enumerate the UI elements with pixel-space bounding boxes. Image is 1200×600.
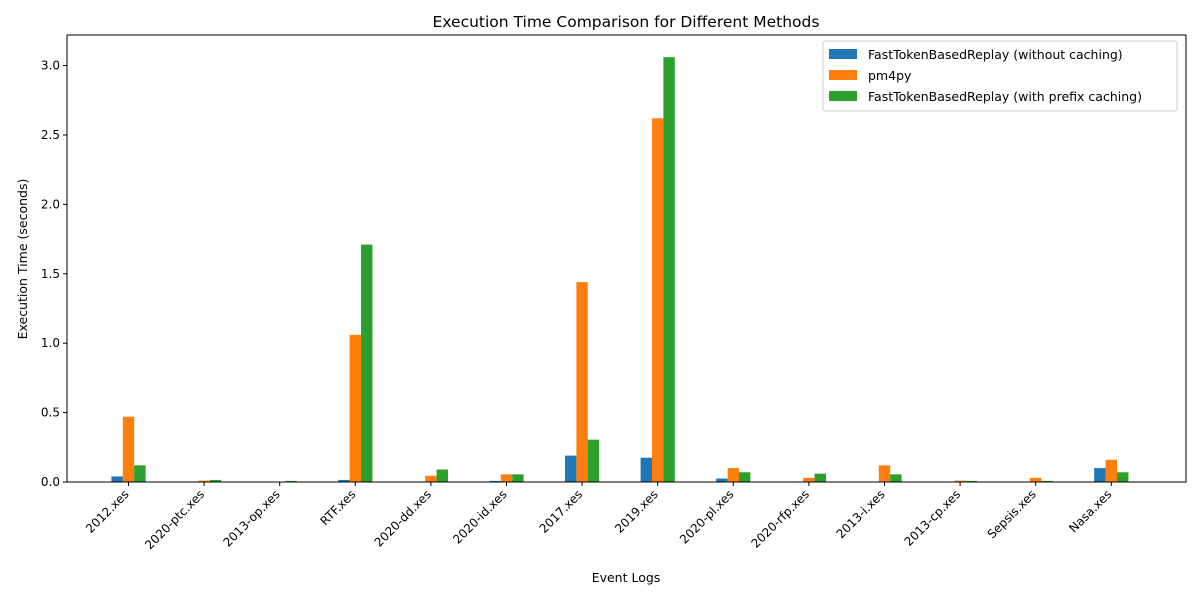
bar-series2-2013-i.xes — [890, 474, 902, 482]
bar-series2-2013-op.xes — [285, 480, 297, 482]
legend: FastTokenBasedReplay (without caching) pm… — [822, 40, 1178, 112]
legend-label: FastTokenBasedReplay (with prefix cachin… — [868, 89, 1142, 104]
bar-series1-2019.xes — [652, 118, 664, 482]
x-tick-label: Nasa.xes — [1066, 487, 1114, 535]
x-tick-label: RTF.xes — [317, 487, 358, 528]
x-tick-label: 2013-cp.xes — [902, 487, 964, 549]
bar-series0-Nasa.xes — [1094, 468, 1106, 482]
y-tick-label: 0.5 — [41, 406, 60, 420]
x-tick-label: 2017.xes — [537, 487, 586, 536]
bar-series1-2020-rfp.xes — [803, 477, 815, 482]
y-axis-title: Execution Time (seconds) — [15, 179, 30, 340]
plot-frame — [66, 34, 1187, 483]
bar-series2-RTF.xes — [361, 244, 373, 482]
bar-series1-Nasa.xes — [1105, 459, 1117, 482]
bar-series1-2020-dd.xes — [425, 475, 437, 482]
bar-series0-2020-pl.xes — [716, 478, 728, 482]
bar-series2-Nasa.xes — [1117, 472, 1129, 482]
bar-series1-2017.xes — [576, 282, 588, 482]
legend-swatch — [829, 49, 857, 59]
x-tick-label: 2012.xes — [83, 487, 132, 536]
bar-series0-RTF.xes — [338, 479, 350, 482]
bar-series2-2020-rfp.xes — [814, 473, 826, 482]
y-axis: 0.0 0.5 1.0 1.5 2.0 2.5 3.0 — [41, 59, 67, 489]
bar-series2-2013-cp.xes — [965, 480, 978, 482]
x-tick-label: 2020-dd.xes — [372, 487, 434, 549]
bar-series0-2017.xes — [565, 455, 577, 482]
bar-series2-2020-pl.xes — [739, 472, 751, 482]
bar-series1-2020-id.xes — [500, 474, 513, 482]
bar-series1-RTF.xes — [349, 334, 361, 482]
bar-series1-2020-pl.xes — [727, 468, 739, 482]
x-tick-label: 2020-rfp.xes — [749, 487, 813, 551]
x-axis-title: Event Logs — [592, 570, 661, 585]
legend-label: pm4py — [868, 68, 912, 83]
y-tick-label: 3.0 — [41, 59, 60, 73]
bar-series2-2020-ptc.xes — [209, 479, 222, 482]
y-tick-label: 1.5 — [41, 267, 60, 281]
x-tick-label: Sepsis.xes — [985, 487, 1039, 541]
legend-label: FastTokenBasedReplay (without caching) — [868, 47, 1123, 62]
x-tick-label: 2020-pl.xes — [677, 487, 736, 546]
x-axis: 2012.xes 2020-ptc.xes 2013-op.xes RTF.xes 20… — [83, 482, 1114, 552]
bar-series1-Sepsis.xes — [1030, 477, 1042, 482]
legend-box — [822, 40, 1178, 112]
y-tick-label: 2.0 — [41, 197, 60, 211]
chart-title: Execution Time Comparison for Different … — [433, 13, 820, 31]
bar-series1-2020-ptc.xes — [198, 480, 210, 482]
bar-series2-2017.xes — [587, 439, 600, 482]
x-tick-label: 2020-ptc.xes — [142, 487, 207, 552]
y-tick-label: 2.5 — [41, 128, 60, 142]
bar-series2-2012.xes — [134, 465, 146, 482]
bar-series1-2013-i.xes — [878, 465, 891, 482]
bar-series1-2013-cp.xes — [954, 480, 966, 482]
bars-group — [111, 57, 1129, 483]
x-tick-label: 2020-id.xes — [450, 487, 509, 546]
y-tick-label: 0.0 — [41, 475, 60, 489]
x-tick-label: 2019.xes — [612, 487, 661, 536]
bar-series2-2020-dd.xes — [436, 469, 448, 482]
bar-series0-2012.xes — [111, 476, 123, 482]
bar-series2-2020-id.xes — [512, 474, 524, 482]
bar-series0-2020-id.xes — [489, 480, 501, 482]
legend-swatch — [829, 91, 857, 101]
y-tick-label: 1.0 — [41, 336, 60, 350]
legend-swatch — [829, 70, 857, 80]
bar-series1-2012.xes — [122, 416, 135, 482]
bar-series2-Sepsis.xes — [1041, 480, 1053, 482]
x-tick-label: 2013-op.xes — [220, 487, 282, 549]
bar-series0-2019.xes — [640, 457, 652, 482]
x-tick-label: 2013-i.xes — [834, 487, 888, 541]
bar-series2-2019.xes — [663, 57, 675, 483]
